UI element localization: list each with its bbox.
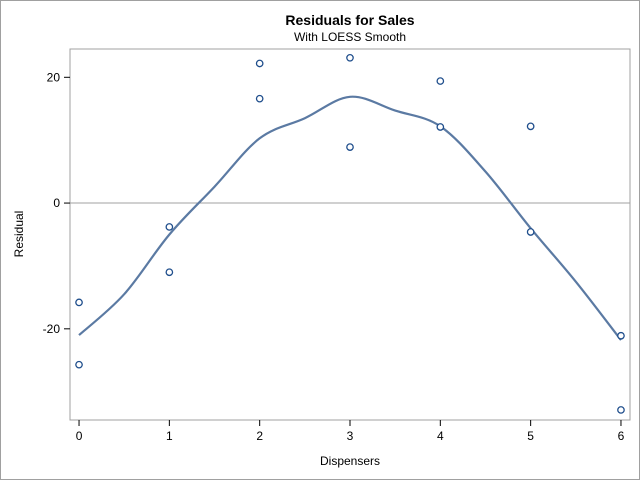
x-tick-label: 5: [527, 429, 534, 443]
residual-points: [75, 53, 625, 414]
residual-point: [165, 223, 174, 231]
x-tick-label: 3: [347, 429, 354, 443]
x-axis: 0 1 2 3 4 5 6: [76, 420, 625, 443]
residual-point: [75, 360, 83, 369]
residual-point: [526, 122, 535, 131]
residual-point: [436, 77, 445, 85]
x-tick-label: 2: [256, 429, 263, 443]
x-axis-label: Dispensers: [320, 454, 380, 468]
residual-point: [436, 123, 445, 131]
residual-point: [346, 143, 354, 151]
residual-point: [346, 53, 354, 62]
y-tick-label: -20: [43, 322, 61, 336]
residual-point: [165, 268, 174, 277]
y-tick-label: 0: [53, 196, 60, 210]
residual-point: [255, 59, 264, 68]
residual-point: [75, 298, 83, 307]
chart-title: Residuals for Sales: [285, 12, 414, 28]
x-tick-label: 1: [166, 429, 173, 443]
y-axis-label: Residual: [12, 211, 26, 258]
chart-subtitle: With LOESS Smooth: [294, 30, 406, 44]
plot-area: [69, 48, 631, 421]
residual-point: [255, 94, 264, 103]
residual-point: [617, 331, 625, 340]
x-tick-label: 6: [618, 429, 625, 443]
loess-smooth-line: [78, 95, 622, 341]
residual-point: [526, 228, 535, 236]
x-tick-label: 4: [437, 429, 444, 443]
residual-point: [617, 406, 625, 414]
y-tick-label: 20: [47, 70, 61, 84]
x-tick-label: 0: [76, 429, 83, 443]
y-axis: -20 0 20: [43, 70, 70, 336]
